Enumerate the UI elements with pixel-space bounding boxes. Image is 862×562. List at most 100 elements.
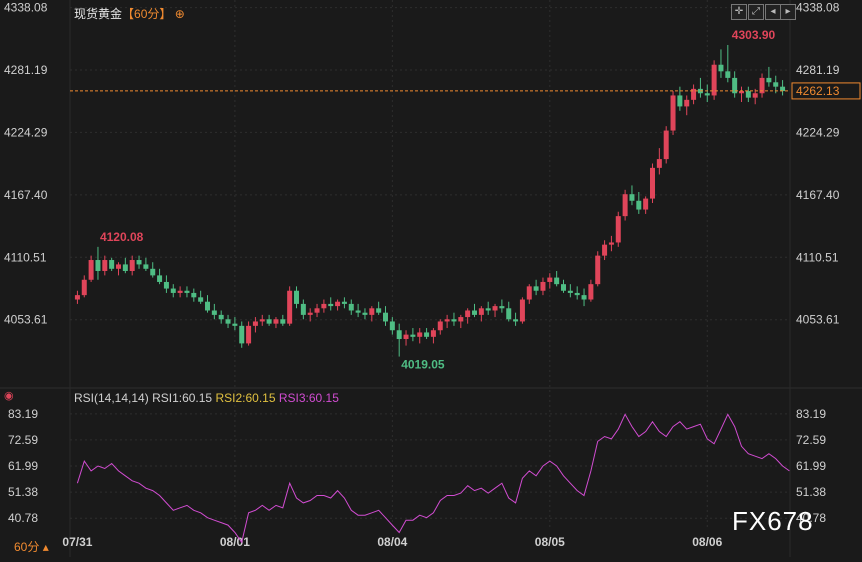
- candle-body: [615, 216, 621, 243]
- candle-body: [191, 292, 197, 298]
- candle-body: [273, 319, 279, 324]
- candle-body: [88, 260, 94, 280]
- price-tick-right: 4053.61: [796, 313, 840, 327]
- candle-body: [663, 130, 669, 160]
- price-tick-left: 4110.51: [4, 250, 47, 264]
- rsi1-value: RSI1:60.15: [152, 391, 213, 405]
- candle-body: [294, 290, 299, 304]
- candle-body: [711, 64, 717, 96]
- period-selector-label[interactable]: 60分: [14, 540, 40, 554]
- candle-body: [383, 312, 388, 322]
- candle-body: [424, 332, 430, 337]
- candle-body: [205, 301, 210, 311]
- candle-body: [622, 194, 628, 217]
- candle-body: [403, 334, 409, 340]
- candle-body: [472, 310, 477, 315]
- candle-body: [170, 288, 176, 293]
- candle-body: [102, 260, 108, 271]
- candle-body: [752, 93, 758, 98]
- rsi-tick-right: 61.99: [796, 459, 826, 473]
- plus-circle-icon[interactable]: ⊕: [171, 7, 185, 21]
- candle-body: [122, 264, 128, 271]
- candle-body: [239, 325, 245, 344]
- price-tick-left: 4338.08: [4, 1, 48, 15]
- candle-body: [396, 330, 402, 340]
- candle-body: [547, 277, 553, 282]
- price-tick-right: 4224.29: [796, 125, 840, 139]
- chart-title: 现货黄金【60分】 ⊕: [74, 5, 185, 22]
- candle-body: [656, 159, 662, 168]
- rsi2-value: RSI2:60.15: [215, 391, 276, 405]
- candle-body: [410, 334, 416, 337]
- annotation-min: 4019.05: [401, 358, 445, 372]
- candle-body: [287, 290, 293, 324]
- candle-body: [362, 312, 368, 315]
- candle-body: [266, 319, 272, 324]
- forward-icon[interactable]: ▸: [780, 4, 796, 20]
- candle-body: [581, 295, 587, 300]
- candle-body: [300, 303, 306, 315]
- candle-body: [335, 301, 341, 307]
- date-tick: 08/05: [535, 535, 565, 549]
- candle-body: [430, 330, 436, 337]
- date-tick: 08/04: [377, 535, 407, 549]
- candle-body: [95, 260, 101, 271]
- rsi3-value: RSI3:60.15: [278, 391, 339, 405]
- candle-body: [588, 284, 594, 300]
- candle-body: [376, 308, 382, 313]
- rsi-tick-left: 51.38: [8, 485, 38, 499]
- candle-body: [81, 279, 87, 296]
- candle-body: [561, 284, 566, 291]
- candle-body: [225, 319, 231, 324]
- candle-body: [389, 321, 395, 331]
- candle-body: [444, 319, 450, 322]
- candle-body: [595, 255, 601, 285]
- annotation-left-high: 4120.08: [100, 230, 144, 244]
- candle-body: [725, 71, 731, 78]
- price-tick-right: 4338.08: [796, 1, 840, 15]
- candle-body: [246, 325, 252, 344]
- price-tick-left: 4224.29: [4, 125, 48, 139]
- date-tick: 08/01: [220, 535, 250, 549]
- candle-body: [218, 314, 224, 320]
- rsi-tick-right: 51.38: [796, 485, 826, 499]
- period-indicator[interactable]: 【60分】: [122, 7, 172, 21]
- candle-body: [136, 260, 142, 265]
- candle-body: [198, 297, 204, 302]
- candle-body: [348, 303, 354, 311]
- candle-body: [526, 286, 532, 300]
- candle-body: [150, 268, 156, 276]
- candle-body: [478, 308, 484, 315]
- rsi-tick-right: 83.19: [796, 407, 826, 421]
- candle-body: [485, 308, 491, 311]
- candle-body: [492, 306, 498, 311]
- candle-body: [608, 242, 614, 245]
- candle-body: [314, 308, 320, 313]
- candle-body: [602, 244, 608, 256]
- back-icon[interactable]: ◂: [765, 4, 781, 20]
- candle-body: [355, 310, 361, 313]
- price-tick-right: 4281.19: [796, 63, 840, 77]
- rsi-legend: RSI(14,14,14) RSI1:60.15 RSI2:60.15 RSI3…: [74, 391, 339, 405]
- rsi-tick-left: 83.19: [8, 407, 38, 421]
- candle-body: [567, 290, 573, 293]
- candle-body: [513, 319, 519, 322]
- rsi-tick-right: 72.59: [796, 433, 826, 447]
- candle-body: [574, 292, 580, 296]
- period-selector[interactable]: 60分 ▴: [14, 538, 49, 555]
- fullscreen-icon[interactable]: ⤢: [748, 4, 764, 20]
- rsi-tick-left: 40.78: [8, 511, 38, 525]
- price-tick-left: 4053.61: [4, 313, 48, 327]
- candle-body: [499, 306, 505, 309]
- current-price-label: 4262.13: [796, 84, 840, 98]
- price-tick-left: 4281.19: [4, 63, 48, 77]
- crosshair-icon[interactable]: ✛: [731, 4, 747, 20]
- candle-body: [780, 86, 786, 92]
- candle-body: [670, 95, 676, 131]
- candle-body: [307, 312, 313, 315]
- candle-body: [766, 77, 772, 83]
- candle-body: [629, 194, 635, 201]
- candle-body: [759, 77, 765, 94]
- candle-body: [643, 198, 649, 210]
